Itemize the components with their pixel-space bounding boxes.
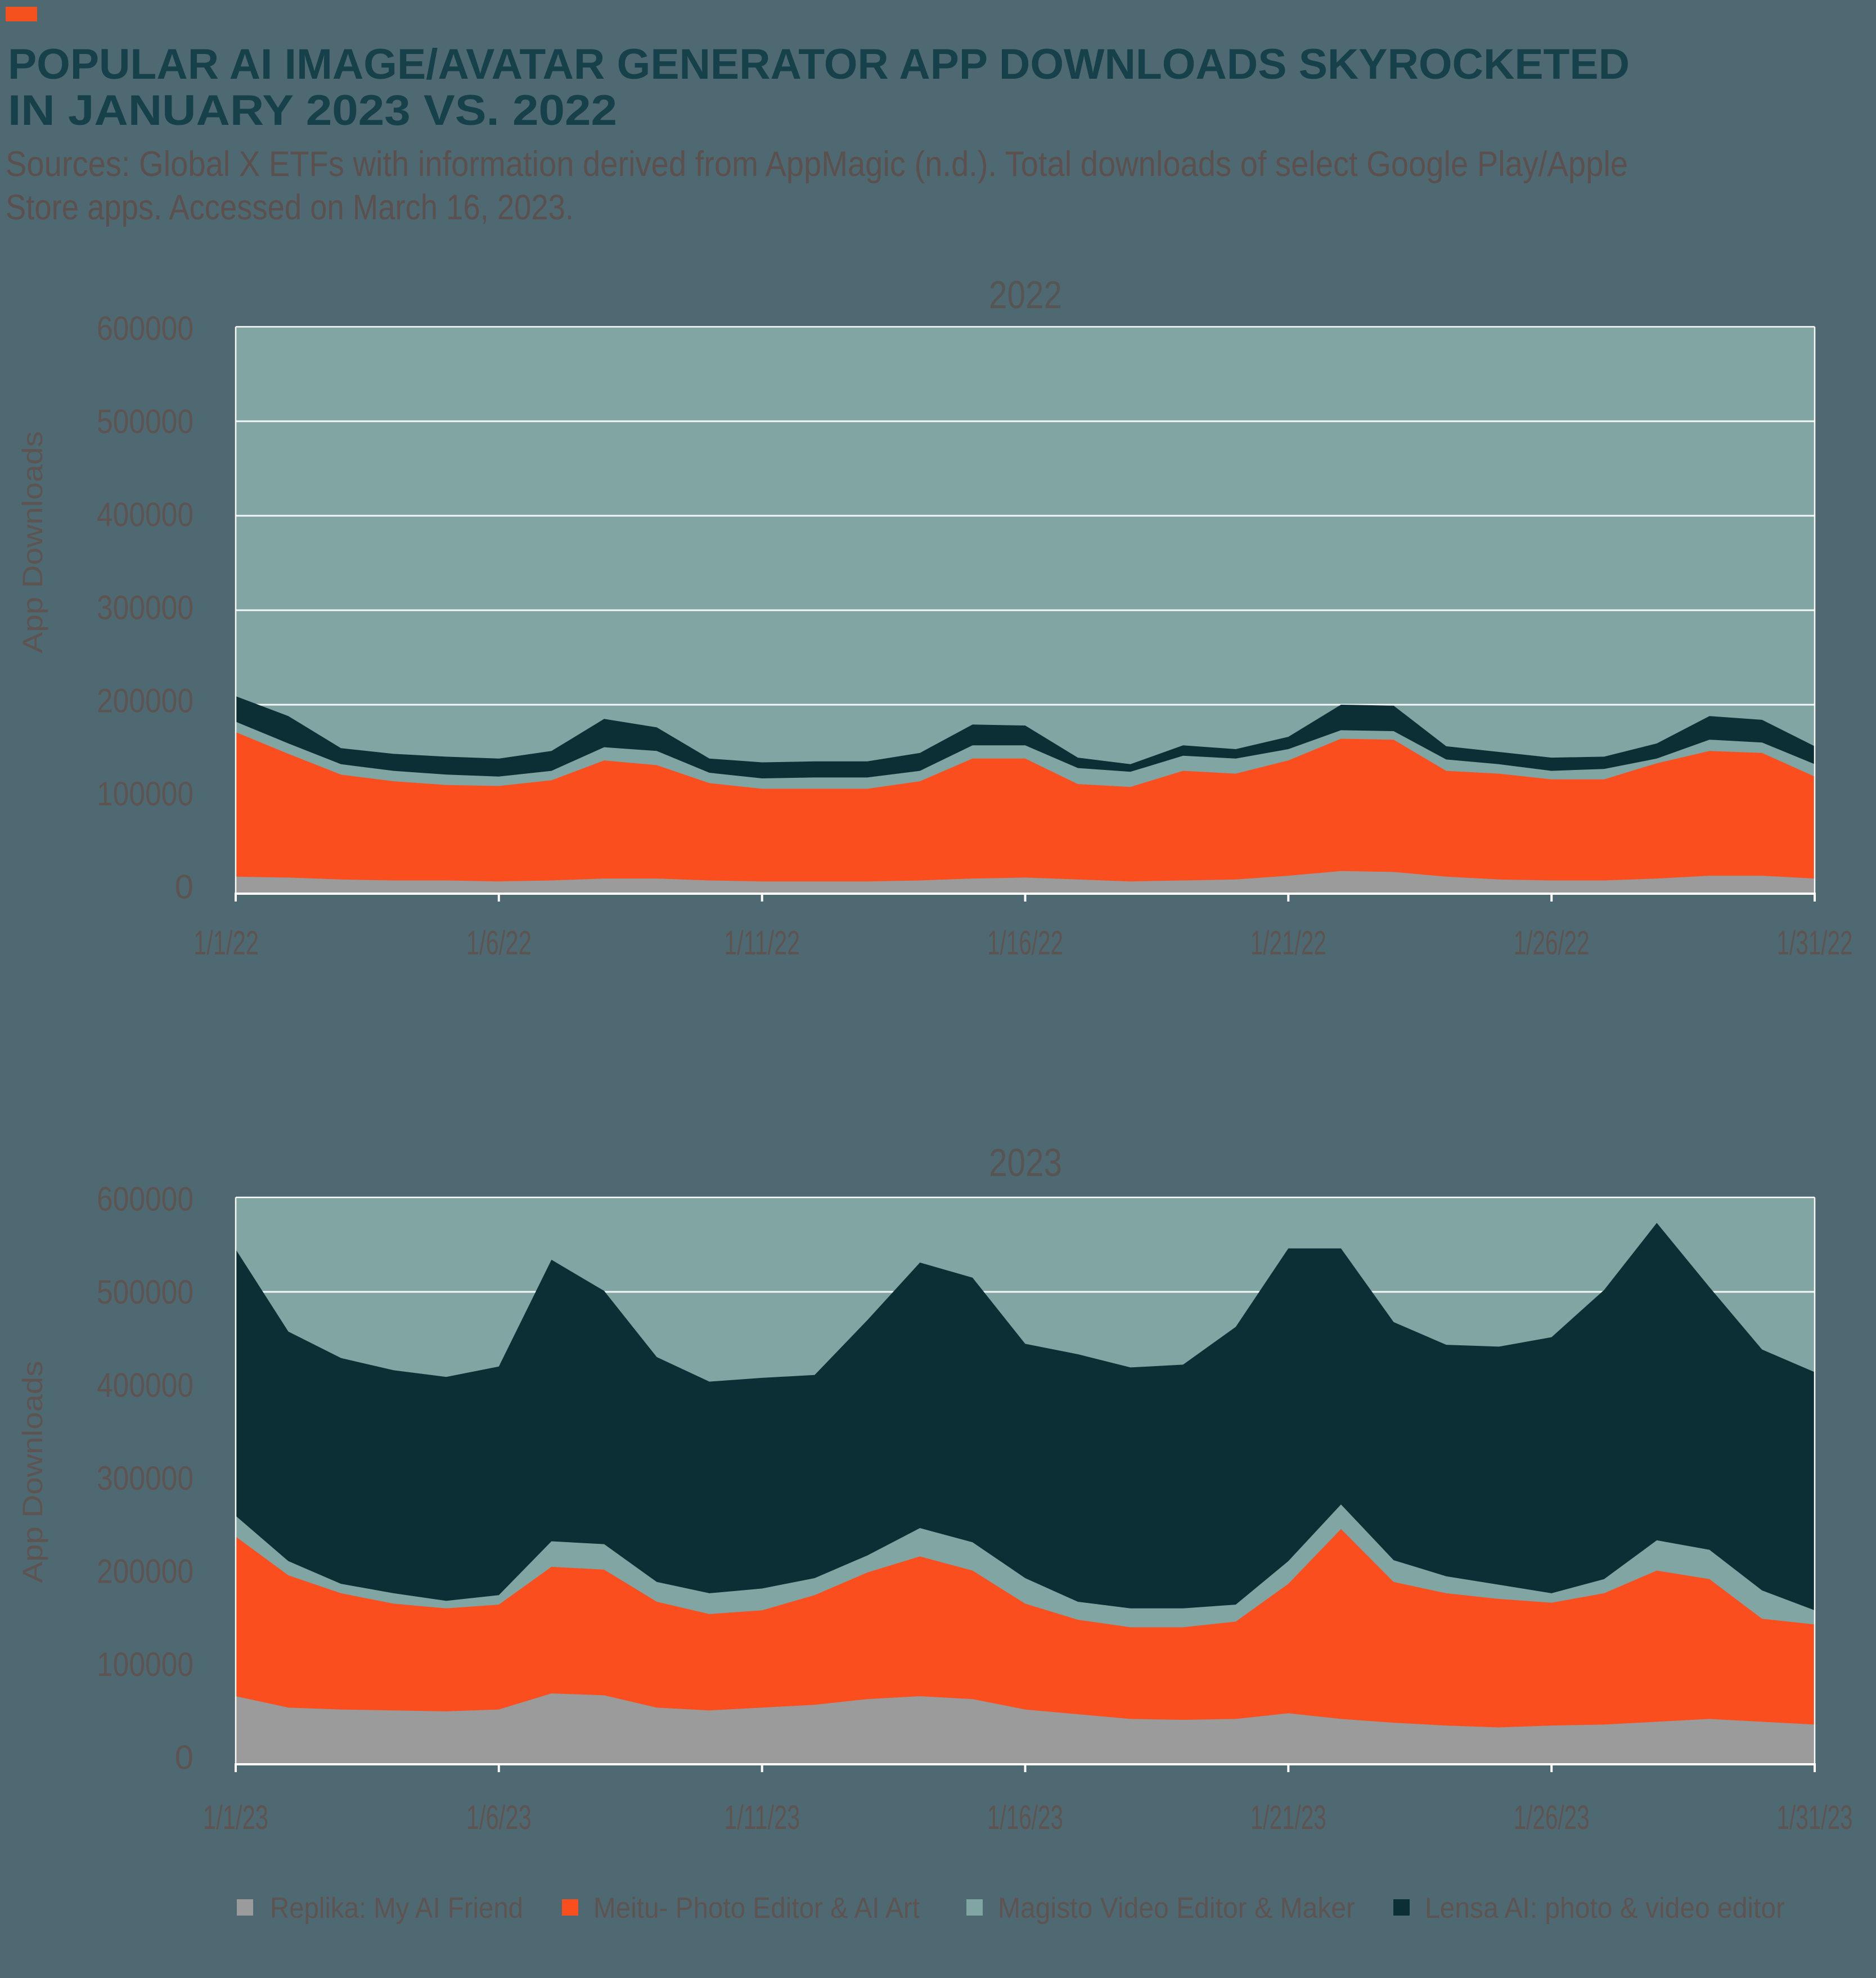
svg-text:Store apps. Accessed on March: Store apps. Accessed on March 16, 2023. (6, 188, 574, 227)
svg-text:1/1/22: 1/1/22 (194, 924, 259, 962)
svg-text:Magisto Video Editor & Maker: Magisto Video Editor & Maker (998, 1892, 1355, 1925)
svg-text:1/31/23: 1/31/23 (1777, 1799, 1853, 1836)
svg-text:400000: 400000 (97, 1367, 194, 1404)
svg-text:0: 0 (175, 868, 194, 906)
svg-text:300000: 300000 (97, 589, 194, 627)
svg-text:1/16/22: 1/16/22 (987, 924, 1063, 962)
svg-text:1/26/22: 1/26/22 (1514, 924, 1590, 962)
svg-text:Meitu- Photo Editor & AI Art: Meitu- Photo Editor & AI Art (593, 1892, 920, 1925)
svg-text:300000: 300000 (97, 1459, 194, 1497)
svg-text:1/31/22: 1/31/22 (1777, 924, 1853, 962)
svg-text:200000: 200000 (97, 1553, 194, 1590)
svg-text:1/11/23: 1/11/23 (724, 1799, 800, 1836)
svg-text:200000: 200000 (97, 682, 194, 720)
svg-text:100000: 100000 (97, 775, 194, 813)
svg-text:400000: 400000 (97, 496, 194, 534)
svg-text:Lensa AI: photo & video editor: Lensa AI: photo & video editor (1425, 1892, 1785, 1925)
svg-text:1/16/23: 1/16/23 (987, 1799, 1063, 1836)
svg-text:600000: 600000 (97, 1181, 194, 1218)
svg-text:2023: 2023 (989, 1141, 1062, 1184)
svg-text:1/11/22: 1/11/22 (724, 924, 800, 962)
svg-text:0: 0 (175, 1739, 194, 1777)
svg-text:2022: 2022 (989, 273, 1062, 317)
svg-text:1/21/22: 1/21/22 (1250, 924, 1326, 962)
svg-text:1/6/22: 1/6/22 (466, 924, 532, 962)
svg-text:1/26/23: 1/26/23 (1514, 1799, 1590, 1836)
svg-text:POPULAR AI IMAGE/AVATAR GENERA: POPULAR AI IMAGE/AVATAR GENERATOR APP DO… (8, 40, 1630, 88)
svg-text:1/6/23: 1/6/23 (466, 1799, 532, 1836)
svg-text:600000: 600000 (97, 310, 194, 348)
svg-text:1/21/23: 1/21/23 (1250, 1799, 1326, 1836)
svg-text:100000: 100000 (97, 1646, 194, 1683)
svg-text:Sources: Global X ETFs with in: Sources: Global X ETFs with information … (6, 145, 1628, 184)
svg-text:1/1/23: 1/1/23 (203, 1799, 268, 1836)
svg-text:App Downloads: App Downloads (17, 1361, 48, 1583)
svg-text:App Downloads: App Downloads (17, 431, 48, 654)
svg-text:500000: 500000 (97, 1273, 194, 1311)
svg-text:500000: 500000 (97, 403, 194, 440)
svg-text:IN JANUARY 2023 VS. 2022: IN JANUARY 2023 VS. 2022 (8, 87, 617, 134)
svg-text:Replika: My AI Friend: Replika: My AI Friend (270, 1892, 523, 1925)
